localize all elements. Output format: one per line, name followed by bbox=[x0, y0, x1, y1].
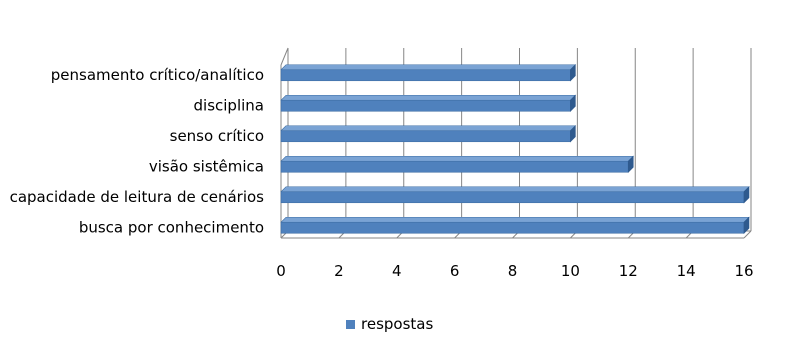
x-tick-label: 0 bbox=[276, 262, 286, 280]
bar-end bbox=[743, 186, 750, 204]
value-axis-wall-top bbox=[280, 47, 289, 66]
bar-top bbox=[280, 94, 577, 101]
bar-end bbox=[570, 125, 576, 143]
chart-legend: respostas bbox=[346, 315, 433, 333]
bar-end bbox=[570, 94, 576, 112]
bar bbox=[280, 99, 571, 112]
legend-swatch bbox=[346, 320, 355, 329]
category-label: busca por conhecimento bbox=[79, 218, 264, 236]
x-tick-label: 8 bbox=[508, 262, 518, 280]
x-tick-label: 14 bbox=[677, 262, 696, 280]
bar-top bbox=[280, 155, 634, 162]
x-tick-label: 16 bbox=[734, 262, 753, 280]
category-labels: pensamento crítico/analítico disciplina se… bbox=[10, 66, 265, 237]
bar bbox=[280, 69, 571, 82]
category-label: visão sistêmica bbox=[149, 157, 264, 175]
x-tick-label: 6 bbox=[450, 262, 460, 280]
category-label: pensamento crítico/analítico bbox=[51, 66, 264, 84]
bar-top bbox=[280, 186, 750, 193]
x-tick-label: 12 bbox=[619, 262, 638, 280]
category-label: capacidade de leitura de cenários bbox=[10, 188, 265, 206]
value-tick-labels: 0 2 4 6 8 10 12 14 16 bbox=[276, 262, 753, 280]
bar bbox=[280, 191, 745, 204]
category-label: disciplina bbox=[194, 96, 264, 114]
category-label: senso crítico bbox=[170, 127, 264, 145]
bar bbox=[280, 221, 745, 234]
bar-top bbox=[280, 216, 750, 223]
legend-label: respostas bbox=[361, 315, 433, 333]
x-tick-label: 10 bbox=[561, 262, 580, 280]
floor-tick bbox=[743, 230, 752, 239]
bar bbox=[280, 130, 571, 143]
bar-top bbox=[280, 64, 577, 71]
bar bbox=[280, 160, 629, 173]
bar-top bbox=[280, 125, 577, 132]
bar-end bbox=[743, 216, 750, 234]
bar-end bbox=[570, 64, 576, 82]
x-tick-label: 4 bbox=[392, 262, 402, 280]
x-tick-label: 2 bbox=[334, 262, 344, 280]
chart-bars bbox=[280, 64, 750, 234]
bar-end bbox=[627, 155, 634, 173]
